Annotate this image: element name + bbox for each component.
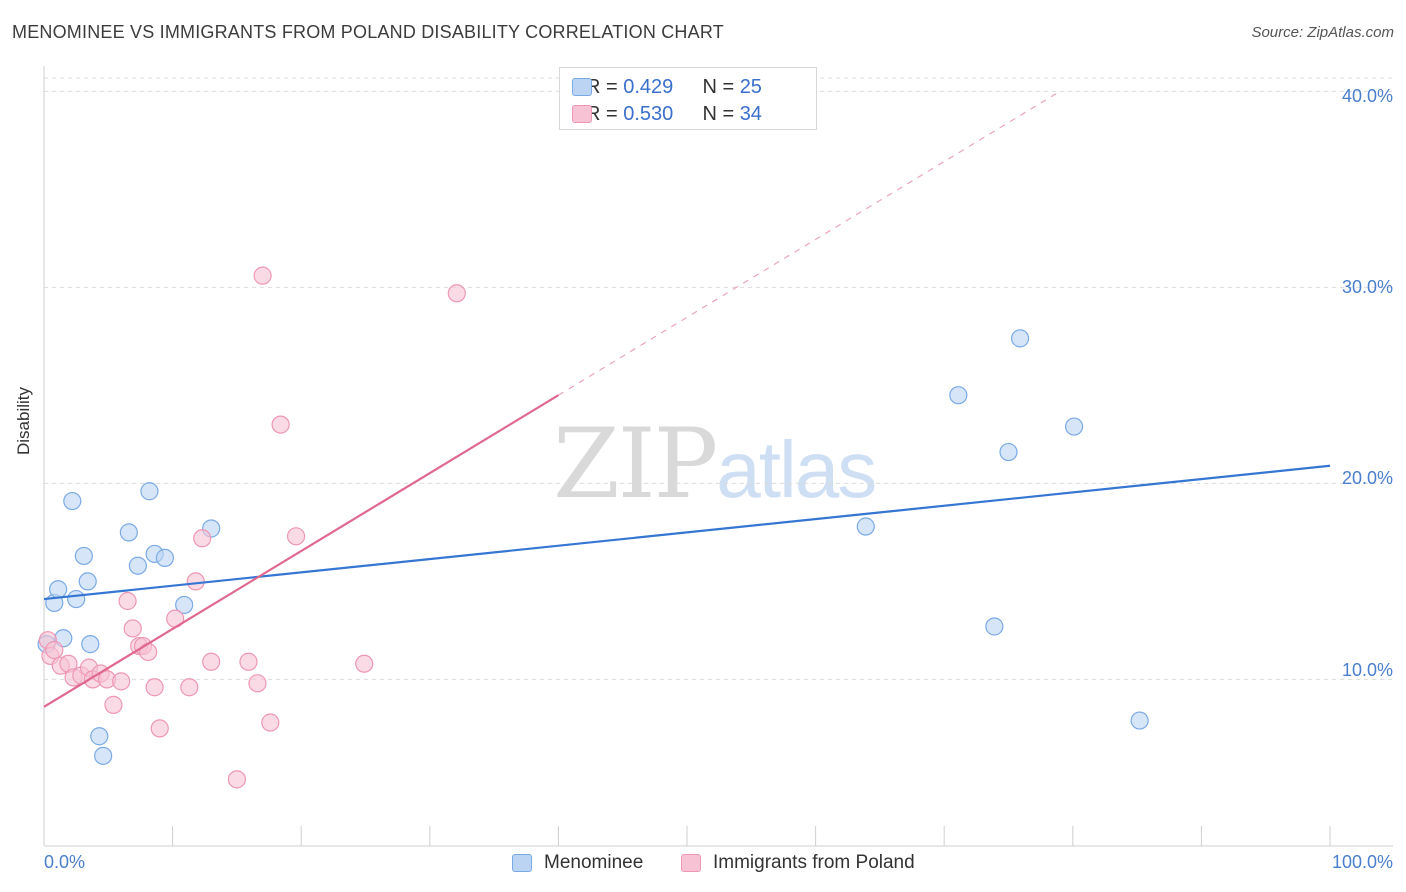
n-label: N = (702, 103, 740, 125)
menominee-point-19 (949, 386, 968, 405)
poland-point-21 (180, 678, 199, 697)
poland-point-11 (104, 695, 123, 714)
poland-point-25 (227, 770, 246, 789)
legend-label-menominee: Menominee (544, 852, 644, 873)
poland-swatch (572, 105, 592, 123)
r-label: R = (586, 76, 624, 98)
poland-point-29 (261, 713, 280, 732)
poland-point-30 (271, 415, 290, 434)
poland-trend-line (43, 394, 559, 708)
menominee-point-20 (985, 617, 1004, 636)
menominee-swatch (572, 78, 592, 96)
poland-point-12 (112, 672, 131, 691)
menominee-point-8 (81, 635, 100, 654)
watermark: ZIPatlas (553, 408, 877, 520)
x-tick-label-max: 100.0% (1331, 852, 1393, 872)
poland-point-31 (286, 527, 306, 546)
menominee-point-5 (67, 589, 86, 609)
r-value: 0.429 (623, 76, 674, 98)
poland-point-33 (447, 284, 466, 303)
menominee-point-11 (119, 523, 138, 542)
n-value: 25 (739, 76, 762, 98)
poland-point-26 (239, 652, 258, 671)
menominee-point-2 (49, 580, 68, 599)
poland-point-28 (253, 266, 272, 285)
poland-trend-extension (558, 90, 1061, 396)
n-label: N = (702, 76, 740, 98)
poland-point-17 (139, 642, 158, 662)
poland-point-19 (150, 719, 169, 738)
menominee-point-6 (74, 546, 93, 566)
n-value: 34 (739, 103, 762, 125)
menominee-point-16 (175, 595, 194, 615)
source-label: Source: ZipAtlas.com (1251, 24, 1394, 41)
r-label: R = (586, 103, 624, 125)
watermark-atlas: atlas (716, 425, 877, 514)
poland-point-22 (186, 572, 205, 591)
poland-point-13 (118, 591, 137, 611)
menominee-point-15 (155, 548, 174, 567)
menominee-point-23 (1064, 417, 1084, 436)
menominee-point-22 (1010, 329, 1030, 348)
correlation-stats-box: R = 0.429 N = 25 R = 0.530 N = 34 (559, 67, 817, 130)
menominee-point-12 (128, 556, 147, 575)
menominee-point-9 (90, 727, 109, 746)
menominee-point-13 (140, 482, 159, 501)
poland-point-14 (123, 619, 142, 638)
y-tick-label-20: 20.0% (1341, 468, 1393, 488)
menominee-point-4 (63, 491, 82, 511)
legend-swatch-poland (681, 854, 701, 872)
chart-title: MENOMINEE VS IMMIGRANTS FROM POLAND DISA… (12, 22, 724, 42)
y-tick-label-40: 40.0% (1341, 86, 1393, 106)
menominee-point-21 (999, 442, 1018, 462)
poland-point-23 (193, 529, 212, 548)
watermark-zip: ZIP (553, 408, 718, 520)
y-tick-label-10: 10.0% (1341, 660, 1393, 680)
legend-swatch-menominee (512, 854, 532, 872)
stats-row-menominee: R = 0.429 N = 25 (572, 76, 762, 100)
legend-label-poland: Immigrants from Poland (713, 852, 915, 873)
poland-point-24 (202, 652, 221, 671)
x-tick-label-min: 0.0% (44, 852, 86, 872)
menominee-point-24 (1130, 711, 1149, 730)
legend-item-menominee[interactable]: Menominee (512, 852, 662, 876)
legend-item-poland[interactable]: Immigrants from Poland (681, 852, 941, 876)
menominee-trend-line (43, 464, 1331, 601)
stats-row-poland: R = 0.530 N = 34 (572, 103, 762, 127)
poland-point-18 (145, 678, 164, 697)
menominee-point-10 (94, 746, 113, 765)
y-tick-label-30: 30.0% (1341, 277, 1393, 297)
poland-point-32 (355, 654, 374, 673)
y-axis-label: Disability (14, 386, 33, 455)
poland-point-27 (248, 674, 267, 693)
r-value: 0.530 (623, 103, 674, 125)
menominee-point-18 (856, 517, 875, 536)
menominee-point-7 (78, 572, 97, 591)
poland-point-2 (45, 640, 64, 660)
